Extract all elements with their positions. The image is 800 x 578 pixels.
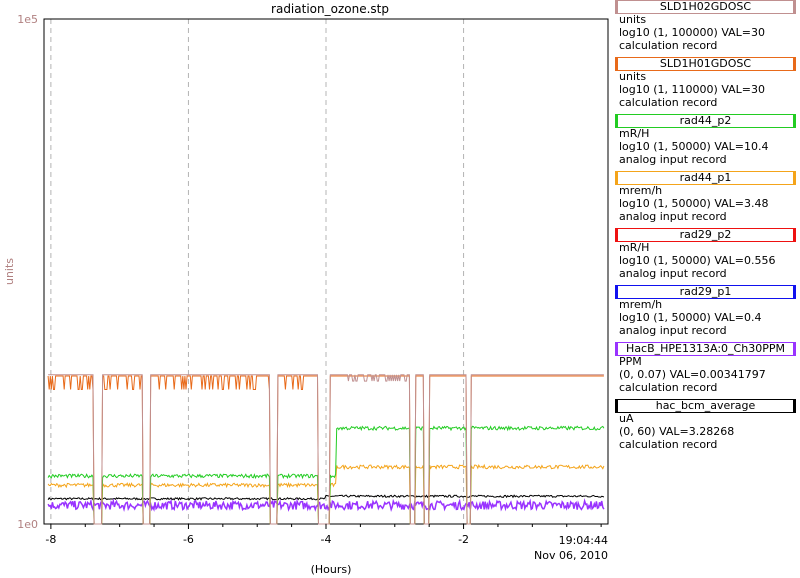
legend-series-name[interactable]: SLD1H02GDOSC bbox=[615, 0, 796, 14]
legend-entry[interactable]: rad44_p2 mR/H log10 (1, 50000) VAL=10.4 ana… bbox=[612, 114, 800, 171]
legend-units: PPM bbox=[619, 355, 642, 368]
grid-lines bbox=[50, 19, 465, 524]
y-tick-label-bottom: 1e0 bbox=[17, 518, 38, 531]
legend-range: log10 (1, 50000) VAL=3.48 bbox=[619, 197, 769, 210]
end-date-label: Nov 06, 2010 bbox=[534, 549, 608, 562]
legend-entry[interactable]: rad44_p1 mrem/h log10 (1, 50000) VAL=3.48 a… bbox=[612, 171, 800, 228]
y-tick-label-top: 1e5 bbox=[17, 13, 38, 26]
legend-record-type: analog input record bbox=[619, 324, 727, 337]
legend-range: (0, 60) VAL=3.28268 bbox=[619, 425, 735, 438]
legend-entry[interactable]: SLD1H02GDOSC units log10 (1, 100000) VAL=3… bbox=[612, 0, 800, 57]
legend-entry[interactable]: HacB_HPE1313A:0_Ch30PPM PPM (0, 0.07) VAL=… bbox=[612, 342, 800, 399]
x-tick-label: -4 bbox=[321, 533, 332, 546]
legend-range: log10 (1, 50000) VAL=10.4 bbox=[619, 140, 769, 153]
legend-units: uA bbox=[619, 412, 634, 425]
x-tick-label: -8 bbox=[45, 533, 56, 546]
legend-range: log10 (1, 110000) VAL=30 bbox=[619, 83, 766, 96]
series-line bbox=[47, 494, 605, 501]
legend-units: units bbox=[619, 13, 647, 26]
x-axis-label: (Hours) bbox=[311, 563, 352, 576]
x-tick-label: -2 bbox=[458, 533, 469, 546]
legend-series-name[interactable]: rad44_p2 bbox=[615, 114, 796, 128]
legend: SLD1H02GDOSC units log10 (1, 100000) VAL=3… bbox=[612, 0, 800, 456]
legend-record-type: calculation record bbox=[619, 96, 718, 109]
legend-units: mR/H bbox=[619, 127, 650, 140]
series-line bbox=[47, 498, 605, 513]
legend-entry[interactable]: rad29_p2 mR/H log10 (1, 50000) VAL=0.556 an… bbox=[612, 228, 800, 285]
legend-series-name[interactable]: rad29_p2 bbox=[615, 228, 796, 242]
legend-record-type: calculation record bbox=[619, 438, 718, 451]
legend-range: log10 (1, 50000) VAL=0.556 bbox=[619, 254, 776, 267]
legend-series-name[interactable]: rad44_p1 bbox=[615, 171, 796, 185]
end-time-label: 19:04:44 bbox=[559, 534, 608, 547]
legend-record-type: calculation record bbox=[619, 39, 718, 52]
legend-range: (0, 0.07) VAL=0.00341797 bbox=[619, 368, 766, 381]
x-axis-ticks: -8 -6 -4 -2 bbox=[45, 524, 602, 546]
legend-units: mR/H bbox=[619, 241, 650, 254]
legend-record-type: analog input record bbox=[619, 210, 727, 223]
legend-entry[interactable]: SLD1H01GDOSC units log10 (1, 110000) VAL=3… bbox=[612, 57, 800, 114]
legend-range: log10 (1, 50000) VAL=0.4 bbox=[619, 311, 762, 324]
legend-record-type: analog input record bbox=[619, 153, 727, 166]
legend-series-name[interactable]: hac_bcm_average bbox=[615, 399, 796, 413]
legend-series-name[interactable]: SLD1H01GDOSC bbox=[615, 57, 796, 71]
legend-series-name[interactable]: HacB_HPE1313A:0_Ch30PPM bbox=[615, 342, 796, 356]
legend-record-type: calculation record bbox=[619, 381, 718, 394]
legend-entry[interactable]: hac_bcm_average uA (0, 60) VAL=3.28268 calc… bbox=[612, 399, 800, 456]
chart-title: radiation_ozone.stp bbox=[271, 2, 389, 16]
x-tick-label: -6 bbox=[183, 533, 194, 546]
legend-series-name[interactable]: rad29_p1 bbox=[615, 285, 796, 299]
legend-range: log10 (1, 100000) VAL=30 bbox=[619, 26, 766, 39]
legend-entry[interactable]: rad29_p1 mrem/h log10 (1, 50000) VAL=0.4 an… bbox=[612, 285, 800, 342]
legend-record-type: analog input record bbox=[619, 267, 727, 280]
legend-units: mrem/h bbox=[619, 298, 663, 311]
legend-units: units bbox=[619, 70, 647, 83]
legend-units: mrem/h bbox=[619, 184, 663, 197]
y-axis-label: units bbox=[3, 258, 16, 285]
